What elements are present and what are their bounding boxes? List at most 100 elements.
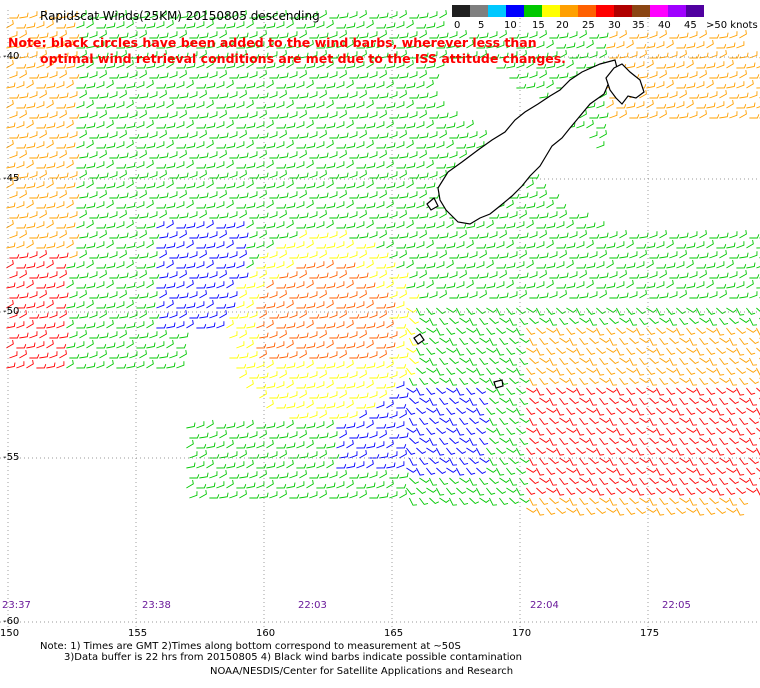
wind-barb — [216, 41, 225, 49]
wind-barb — [216, 64, 227, 69]
wind-barb — [426, 347, 436, 355]
wind-barb — [59, 70, 67, 79]
wind-barb — [486, 327, 496, 335]
wind-barb — [106, 62, 116, 69]
wind-barb — [49, 54, 60, 59]
wind-barb — [649, 294, 660, 299]
wind-barb — [546, 279, 554, 289]
wind-barb — [376, 161, 385, 169]
wind-barb — [706, 487, 717, 493]
wind-barb — [326, 282, 336, 289]
wind-barb — [329, 391, 338, 399]
wind-barb — [309, 114, 320, 119]
wind-barb — [336, 161, 345, 169]
wind-barb — [429, 91, 438, 99]
wind-barb — [276, 44, 287, 49]
wind-barb — [426, 182, 436, 189]
wind-barb — [129, 191, 138, 199]
wind-barb — [746, 327, 757, 333]
wind-barb — [289, 231, 298, 239]
wind-barb — [409, 254, 420, 259]
wind-barb — [149, 11, 158, 19]
wind-barb — [16, 24, 27, 29]
wind-barb — [626, 279, 634, 289]
wind-barb — [209, 471, 218, 479]
wind-barb — [116, 84, 127, 89]
wind-barb — [239, 312, 249, 319]
wind-barb — [746, 102, 756, 109]
wind-barb — [249, 94, 260, 99]
wind-barb — [216, 161, 225, 169]
wind-barb — [109, 251, 118, 259]
wind-barb — [159, 250, 167, 259]
wind-barb — [376, 321, 385, 329]
scale-label: 35 — [632, 20, 645, 31]
wind-barb — [199, 170, 207, 179]
wind-barb — [209, 431, 218, 439]
wind-barb — [429, 417, 439, 425]
wind-barb — [16, 64, 27, 69]
wind-barb — [536, 487, 547, 494]
wind-barb — [206, 242, 216, 249]
wind-barb — [386, 319, 394, 329]
wind-barb — [709, 51, 718, 59]
wind-barb — [386, 142, 396, 149]
wind-barb — [709, 114, 720, 119]
wind-barb — [469, 51, 478, 59]
wind-barb — [366, 242, 376, 249]
wind-barb — [686, 327, 696, 335]
wind-barb — [626, 39, 634, 49]
wind-barb — [6, 42, 16, 49]
wind-barb — [386, 199, 394, 209]
wind-barb — [668, 397, 678, 406]
wind-barb — [539, 212, 549, 219]
wind-barb — [326, 339, 334, 349]
wind-barb — [106, 342, 116, 349]
wind-barb — [389, 314, 400, 319]
wind-barb — [509, 337, 519, 345]
wind-barb — [649, 317, 659, 325]
wind-barb — [406, 487, 416, 495]
wind-barb — [396, 84, 407, 89]
wind-barb — [366, 122, 376, 129]
wind-barb — [316, 261, 325, 269]
wind-barb — [688, 497, 698, 506]
wind-barb — [379, 132, 389, 139]
wind-barb — [509, 251, 518, 259]
wind-barb — [346, 342, 356, 349]
wind-barb — [66, 159, 74, 169]
wind-barb — [486, 42, 496, 49]
wind-barb — [339, 230, 347, 239]
wind-barb — [139, 350, 147, 359]
wind-barb — [249, 311, 258, 319]
wind-barb — [606, 447, 616, 455]
wind-barb — [109, 314, 120, 319]
wind-barb — [156, 204, 167, 209]
wind-barb — [569, 214, 580, 219]
wind-barb — [449, 477, 459, 485]
wind-barb — [219, 110, 227, 119]
wind-barb — [616, 367, 627, 374]
wind-barb — [466, 407, 477, 413]
wind-barb — [419, 212, 429, 219]
wind-barb — [146, 102, 156, 109]
wind-barb — [526, 347, 537, 353]
wind-barb — [149, 211, 158, 219]
wind-barb — [546, 387, 556, 395]
wind-barb — [76, 341, 85, 349]
wind-barb — [259, 230, 267, 239]
wind-barb — [739, 317, 750, 323]
wind-barb — [139, 30, 147, 39]
wind-barb — [696, 507, 705, 516]
wind-barb — [336, 144, 347, 149]
wind-barb — [159, 152, 169, 159]
wind-barb — [646, 59, 654, 69]
wind-barb — [419, 132, 429, 139]
wind-barb — [559, 32, 569, 39]
wind-barb — [548, 437, 558, 446]
wind-barb — [309, 451, 318, 459]
wind-barb — [606, 99, 614, 109]
wind-barb — [419, 252, 429, 259]
wind-barb — [96, 24, 107, 29]
wind-barb — [226, 262, 236, 269]
